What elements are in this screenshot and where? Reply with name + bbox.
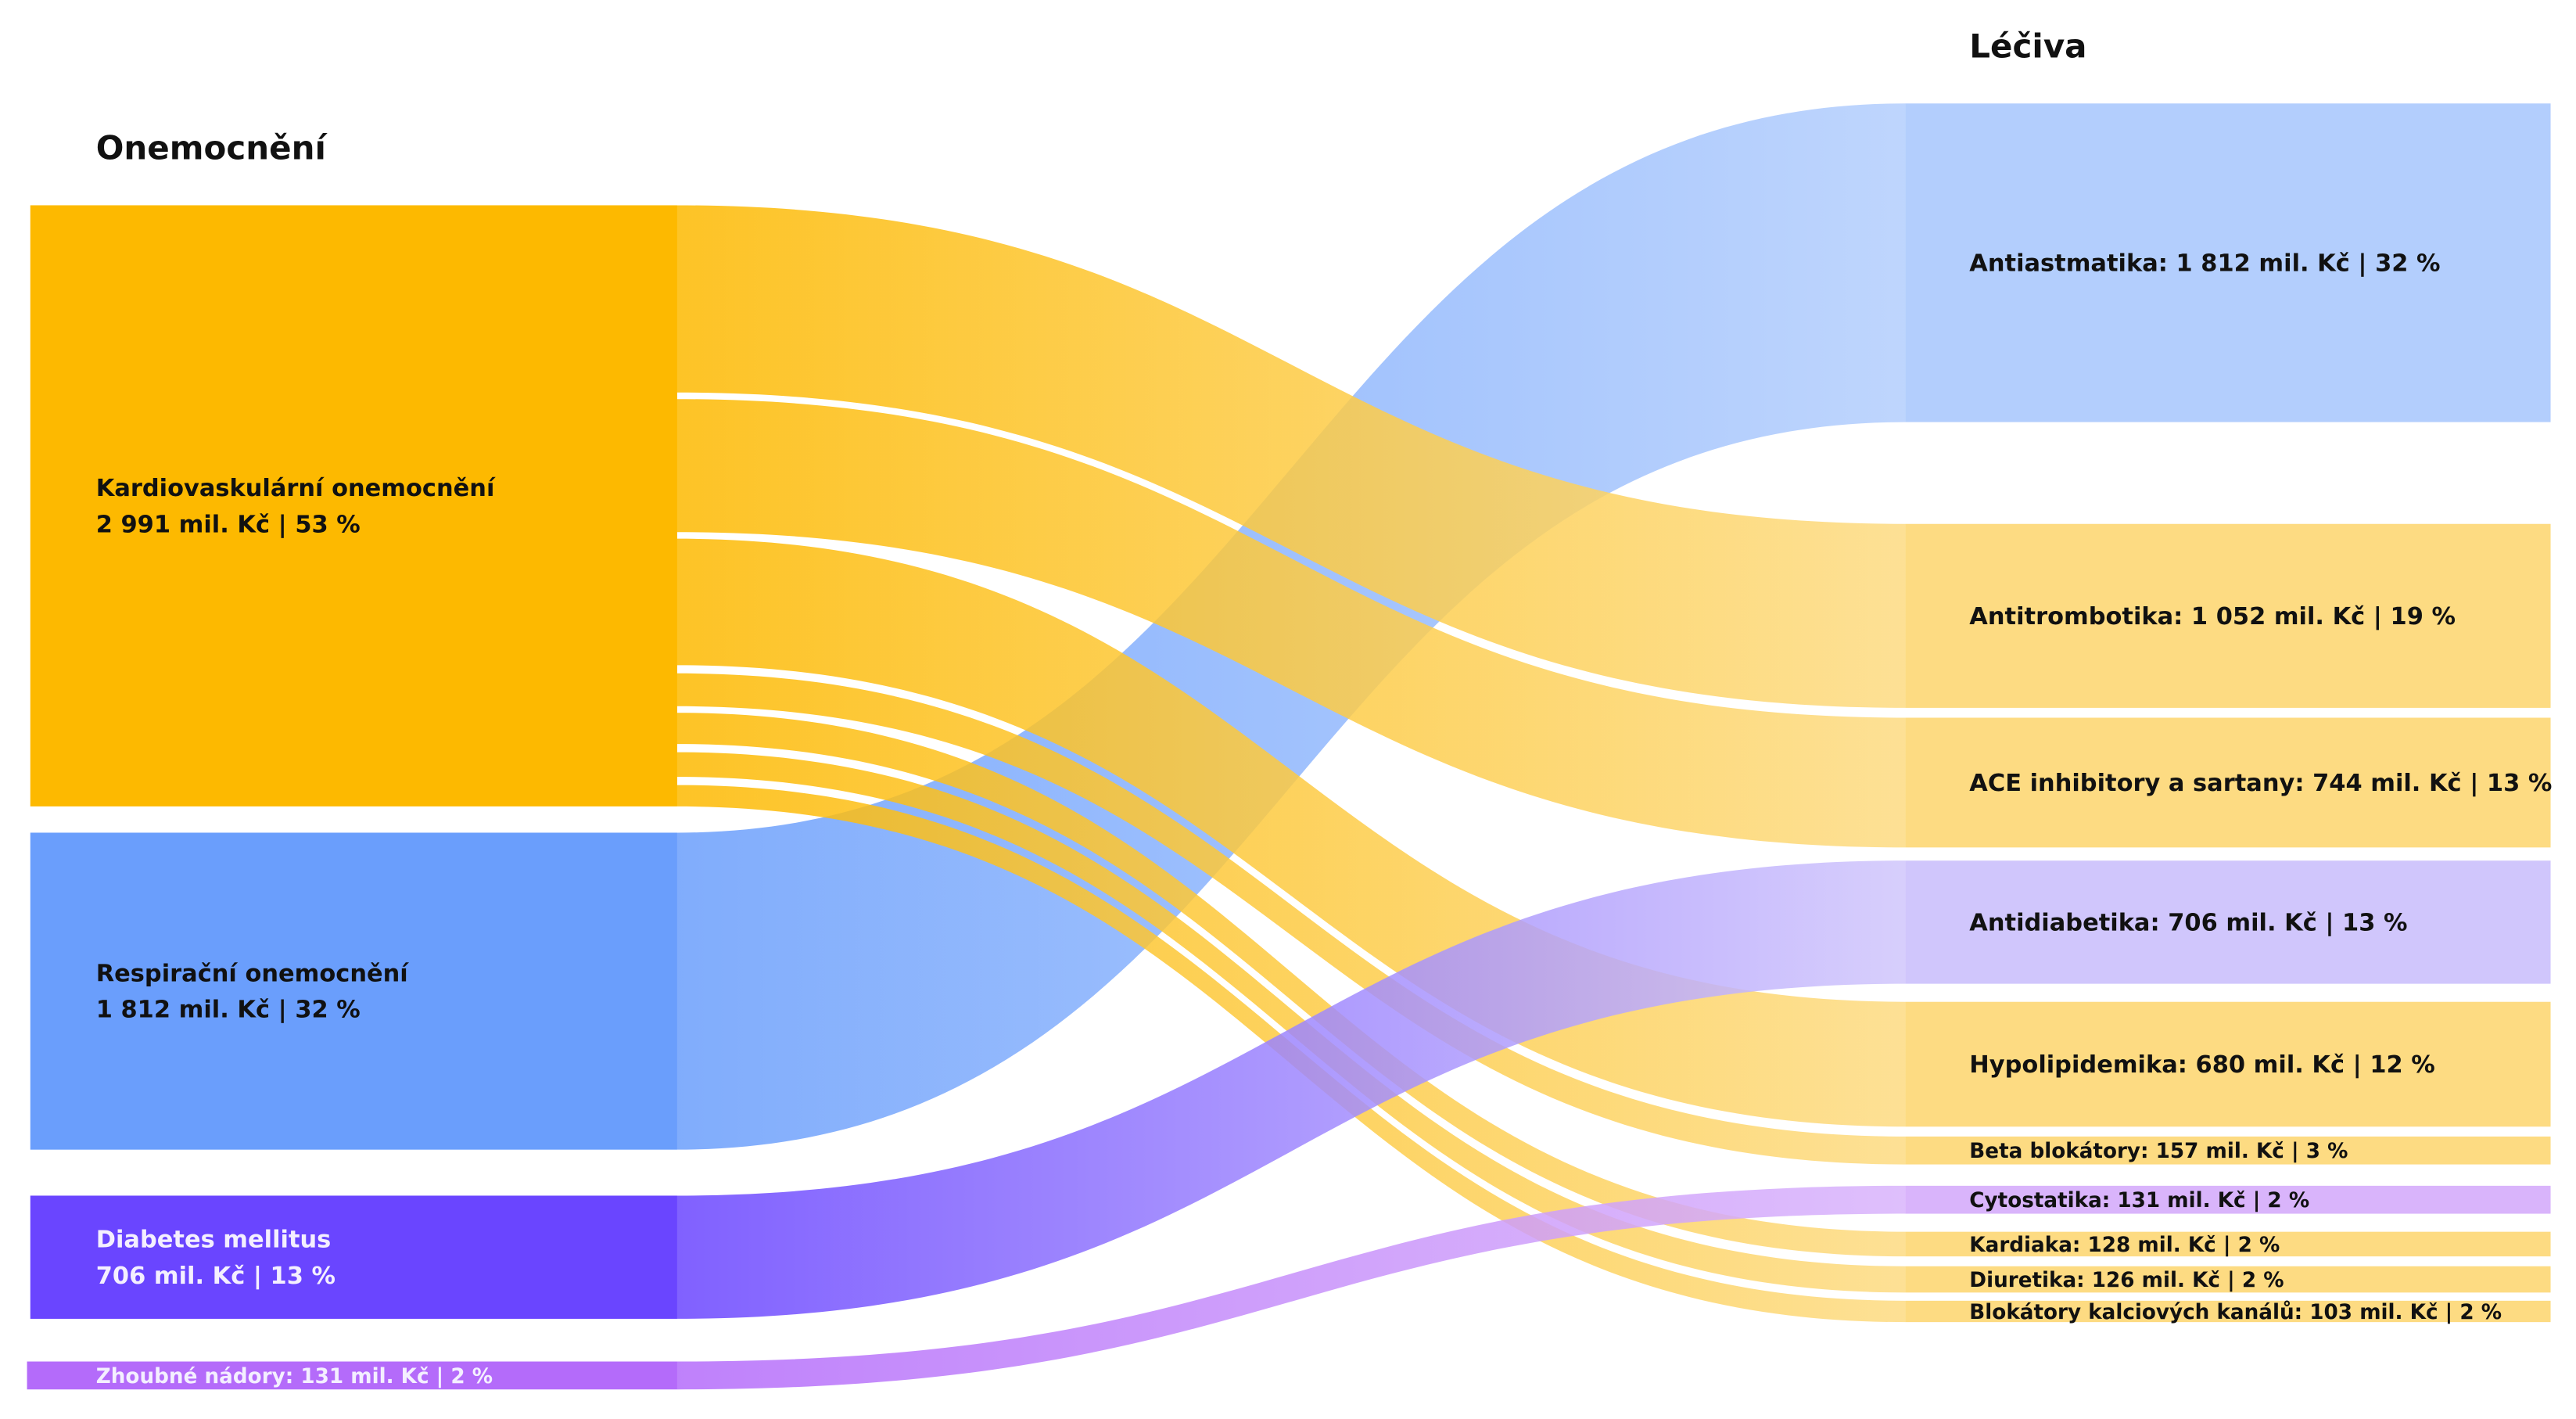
target-label: Diuretika: 126 mil. Kč | 2 % xyxy=(1969,1269,2284,1292)
link-kardio-beta[interactable] xyxy=(676,673,1906,1165)
link-kardio-antitromb[interactable] xyxy=(676,205,1906,708)
target-node-ace[interactable] xyxy=(1905,717,2551,848)
source-node-resp[interactable] xyxy=(30,832,677,1150)
target-label: Beta blokátory: 157 mil. Kč | 3 % xyxy=(1969,1140,2348,1163)
target-node-antiast[interactable] xyxy=(1905,103,2551,422)
target-node-hypolip[interactable] xyxy=(1905,1001,2551,1127)
link-zhoub-cyto[interactable] xyxy=(676,1185,1906,1390)
right-column-title: Léčiva xyxy=(1969,27,2086,65)
left-column-title: Onemocnění xyxy=(96,129,328,167)
target-node-beta[interactable] xyxy=(1905,1136,2551,1165)
target-node-kardiaka[interactable] xyxy=(1905,1231,2551,1257)
link-kardio-diuret[interactable] xyxy=(676,752,1906,1293)
target-label: Kardiaka: 128 mil. Kč | 2 % xyxy=(1969,1234,2280,1257)
target-node-antidiab[interactable] xyxy=(1905,860,2551,984)
target-node-blokkal[interactable] xyxy=(1905,1300,2551,1323)
link-diab-antidiab[interactable] xyxy=(676,860,1906,1319)
target-label: Antidiabetika: 706 mil. Kč | 13 % xyxy=(1969,909,2407,936)
source-value: 1 812 mil. Kč | 32 % xyxy=(96,997,361,1024)
target-label: Cytostatika: 131 mil. Kč | 2 % xyxy=(1969,1189,2309,1212)
source-value: 706 mil. Kč | 13 % xyxy=(96,1263,335,1290)
source-value: 2 991 mil. Kč | 53 % xyxy=(96,511,361,538)
source-node-diab[interactable] xyxy=(30,1195,677,1319)
target-node-cyto[interactable] xyxy=(1905,1185,2551,1214)
source-node-kardio[interactable] xyxy=(30,205,677,806)
target-label: Blokátory kalciových kanálů: 103 mil. Kč… xyxy=(1969,1300,2502,1324)
source-node-zhoub[interactable] xyxy=(27,1361,677,1390)
link-kardio-kardiaka[interactable] xyxy=(676,713,1906,1257)
source-name: Respirační onemocnění xyxy=(96,960,410,987)
nodes-layer xyxy=(27,103,2551,1390)
link-kardio-ace[interactable] xyxy=(676,399,1906,848)
target-node-diuret[interactable] xyxy=(1905,1266,2551,1293)
source-name: Diabetes mellitus xyxy=(96,1227,332,1254)
source-name: Kardiovaskulární onemocnění xyxy=(96,475,496,502)
target-label: Antitrombotika: 1 052 mil. Kč | 19 % xyxy=(1969,603,2456,630)
target-label: ACE inhibitory a sartany: 744 mil. Kč | … xyxy=(1969,770,2552,797)
source-label: Zhoubné nádory: 131 mil. Kč | 2 % xyxy=(96,1365,493,1388)
target-label: Hypolipidemika: 680 mil. Kč | 12 % xyxy=(1969,1051,2435,1079)
links-layer xyxy=(676,103,1906,1390)
labels-layer: Kardiovaskulární onemocnění 2 991 mil. Kč… xyxy=(96,250,2553,1388)
target-node-antitromb[interactable] xyxy=(1905,523,2551,708)
target-label: Antiastmatika: 1 812 mil. Kč | 32 % xyxy=(1969,250,2440,277)
